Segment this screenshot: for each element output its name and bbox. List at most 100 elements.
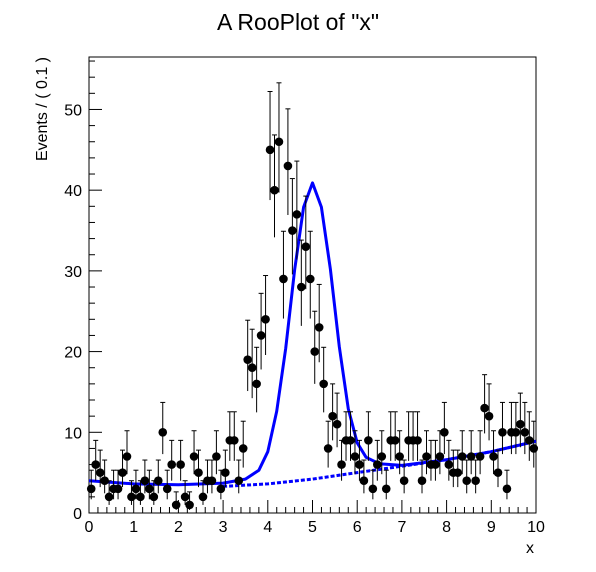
y-tick-label: 10 [64, 425, 82, 442]
chart-title: A RooPlot of "x" [217, 9, 379, 35]
data-point [466, 430, 476, 475]
data-marker [440, 427, 449, 437]
data-point [471, 459, 480, 494]
data-point [377, 430, 387, 475]
data-marker [270, 185, 279, 195]
data-point [229, 411, 239, 461]
data-point [301, 195, 311, 290]
x-tick-label: 9 [487, 519, 496, 536]
x-tick-label: 3 [219, 519, 228, 536]
data-marker [328, 411, 337, 421]
data-marker [207, 476, 217, 486]
data-marker [212, 452, 221, 461]
x-tick-label: 0 [85, 519, 94, 536]
data-point [399, 459, 409, 494]
data-marker [319, 379, 328, 389]
data-point [489, 430, 498, 475]
data-marker [167, 460, 176, 469]
x-tick-label: 1 [129, 519, 138, 536]
data-marker [247, 363, 257, 373]
data-point [234, 459, 244, 494]
data-point [305, 230, 315, 319]
data-marker [480, 403, 489, 413]
y-tick-label: 40 [64, 183, 82, 200]
data-marker [466, 452, 476, 461]
data-marker [127, 492, 136, 502]
data-marker [417, 476, 427, 486]
data-point [431, 439, 440, 481]
data-point [502, 469, 512, 500]
data-marker [288, 226, 297, 235]
data-point [475, 430, 485, 475]
data-marker [180, 492, 190, 502]
data-point [180, 480, 190, 505]
data-marker [493, 468, 503, 477]
y-tick-label: 0 [73, 506, 82, 523]
data-point [390, 411, 400, 461]
data-point [167, 439, 176, 481]
data-marker [261, 315, 270, 324]
data-marker [243, 355, 252, 364]
data-point [310, 310, 320, 384]
total-fit-curve [88, 181, 537, 487]
data-marker [221, 468, 230, 477]
data-point [435, 430, 445, 475]
data-point [118, 449, 127, 488]
data-point [323, 420, 333, 468]
data-marker [520, 427, 530, 437]
data-marker [176, 460, 185, 469]
data-point [91, 439, 101, 481]
data-marker [310, 347, 320, 356]
data-marker [332, 419, 342, 429]
data-point [440, 401, 449, 455]
data-point [212, 430, 221, 475]
data-point [127, 480, 136, 505]
data-point [413, 411, 422, 461]
data-marker [431, 460, 440, 469]
data-point [511, 401, 521, 455]
data-point [100, 459, 109, 494]
data-point [265, 90, 275, 201]
data-point [332, 392, 342, 448]
x-tick-label: 7 [397, 519, 406, 536]
data-marker [502, 484, 512, 494]
data-marker [524, 436, 534, 445]
data-point [243, 319, 252, 392]
data-marker [238, 444, 248, 453]
data-marker [283, 161, 293, 171]
y-axis-title: Events / ( 0.1 ) [34, 57, 51, 161]
data-marker [435, 452, 445, 461]
data-marker [301, 242, 311, 251]
data-marker [122, 452, 132, 461]
data-marker [359, 476, 369, 486]
data-point [422, 430, 431, 475]
y-tick-label: 50 [64, 102, 82, 119]
data-point [444, 439, 454, 481]
data-point [529, 420, 539, 468]
data-point [359, 459, 369, 494]
data-point [216, 469, 226, 500]
data-marker [279, 274, 288, 284]
x-tick-label: 4 [263, 519, 272, 536]
data-marker [91, 460, 101, 469]
data-point [314, 283, 324, 363]
data-marker [471, 476, 480, 486]
data-point [104, 480, 114, 505]
data-marker [153, 476, 163, 486]
data-point [381, 469, 391, 500]
data-marker [314, 323, 324, 332]
data-point [95, 449, 105, 488]
data-marker [229, 436, 239, 445]
data-point [395, 430, 404, 475]
data-marker [194, 468, 203, 477]
data-point [457, 430, 467, 475]
data-point [373, 439, 382, 481]
background-fit-curve [223, 439, 537, 488]
data-point [274, 82, 284, 193]
data-marker [489, 452, 498, 461]
data-marker [413, 436, 422, 445]
y-tick-label: 30 [64, 264, 82, 281]
data-marker [256, 331, 266, 340]
data-marker [171, 500, 181, 510]
